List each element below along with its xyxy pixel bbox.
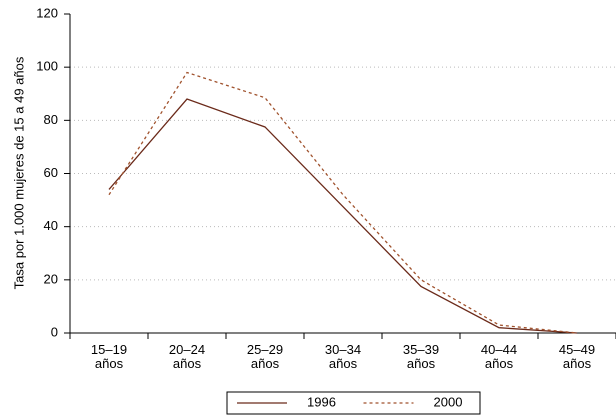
- line-series: [108, 98, 578, 334]
- legend-label: 1996: [307, 394, 336, 409]
- y-tick-label: 100: [36, 59, 58, 74]
- x-tick-label: 45–49 años: [559, 342, 595, 371]
- y-tick-label: 0: [51, 324, 58, 339]
- legend: [226, 391, 481, 415]
- y-tick-label: 60: [44, 165, 58, 180]
- y-tick-label: 40: [44, 218, 58, 233]
- x-tick-label: 20–24 años: [169, 342, 205, 371]
- x-tick-label: 15–19 años: [91, 342, 127, 371]
- x-tick-label: 40–44 años: [481, 342, 517, 371]
- y-tick-label: 120: [36, 5, 58, 20]
- y-axis-label: Tasa por 1.000 mujeres de 15 a 49 años: [11, 56, 26, 289]
- y-tick-label: 80: [44, 112, 58, 127]
- line-series: [108, 71, 578, 334]
- x-tick-label: 35–39 años: [403, 342, 439, 371]
- x-tick-label: 25–29 años: [247, 342, 283, 371]
- legend-label: 2000: [434, 394, 463, 409]
- x-tick-label: 30–34 años: [325, 342, 361, 371]
- y-tick-label: 20: [44, 271, 58, 286]
